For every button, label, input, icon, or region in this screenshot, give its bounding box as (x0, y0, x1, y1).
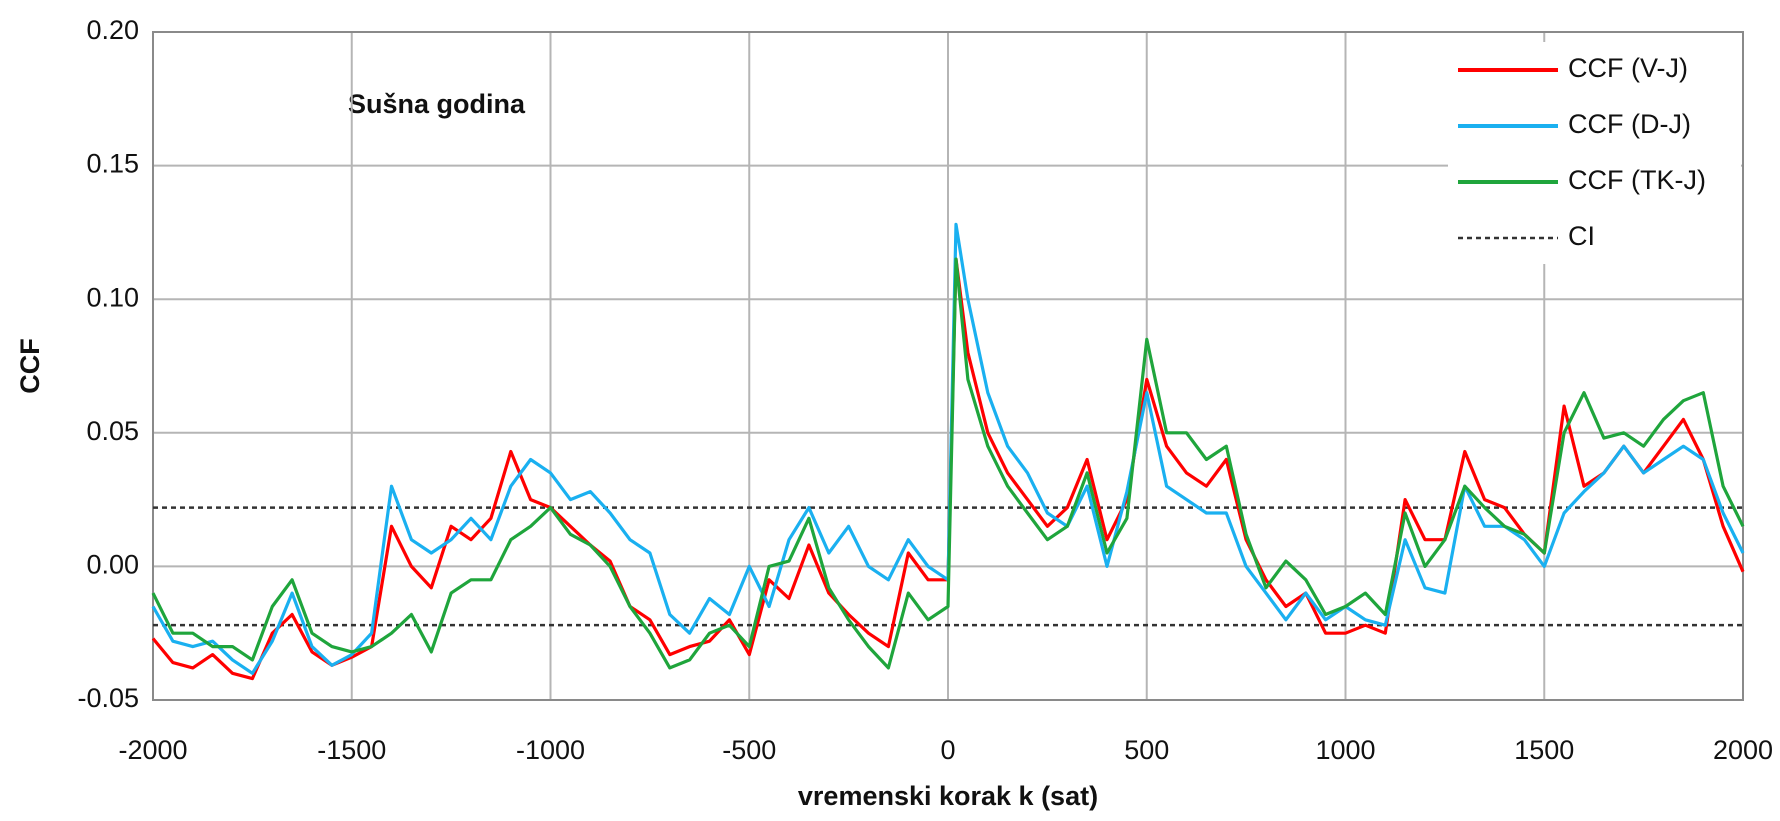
y-tick-label: 0.10 (86, 282, 139, 312)
x-tick-label: 0 (940, 735, 955, 765)
series-line (151, 257, 1745, 670)
y-tick-label: 0.00 (86, 550, 139, 580)
x-tick-label: -2000 (118, 735, 187, 765)
x-tick-label: 2000 (1713, 735, 1773, 765)
x-tick-label: -1500 (317, 735, 386, 765)
y-tick-label: 0.15 (86, 149, 139, 179)
plot-frame (152, 31, 1744, 701)
y-tick-label: -0.05 (77, 683, 139, 713)
x-axis-label: vremenski korak k (sat) (798, 781, 1098, 811)
y-tick-label: 0.05 (86, 416, 139, 446)
legend-box (1448, 42, 1741, 264)
y-tick-label: 0.20 (86, 15, 139, 45)
y-axis-label: CCF (15, 338, 45, 394)
x-tick-label: -500 (722, 735, 776, 765)
x-tick-label: 1000 (1315, 735, 1375, 765)
legend-label: CI (1568, 221, 1595, 251)
annotation: Sušna godina (348, 89, 526, 119)
legend-label: CCF (V-J) (1568, 53, 1688, 83)
x-tick-label: -1000 (516, 735, 585, 765)
x-tick-label: 500 (1124, 735, 1169, 765)
legend-label: CCF (TK-J) (1568, 165, 1706, 195)
legend-label: CCF (D-J) (1568, 109, 1691, 139)
x-tick-label: 1500 (1514, 735, 1574, 765)
